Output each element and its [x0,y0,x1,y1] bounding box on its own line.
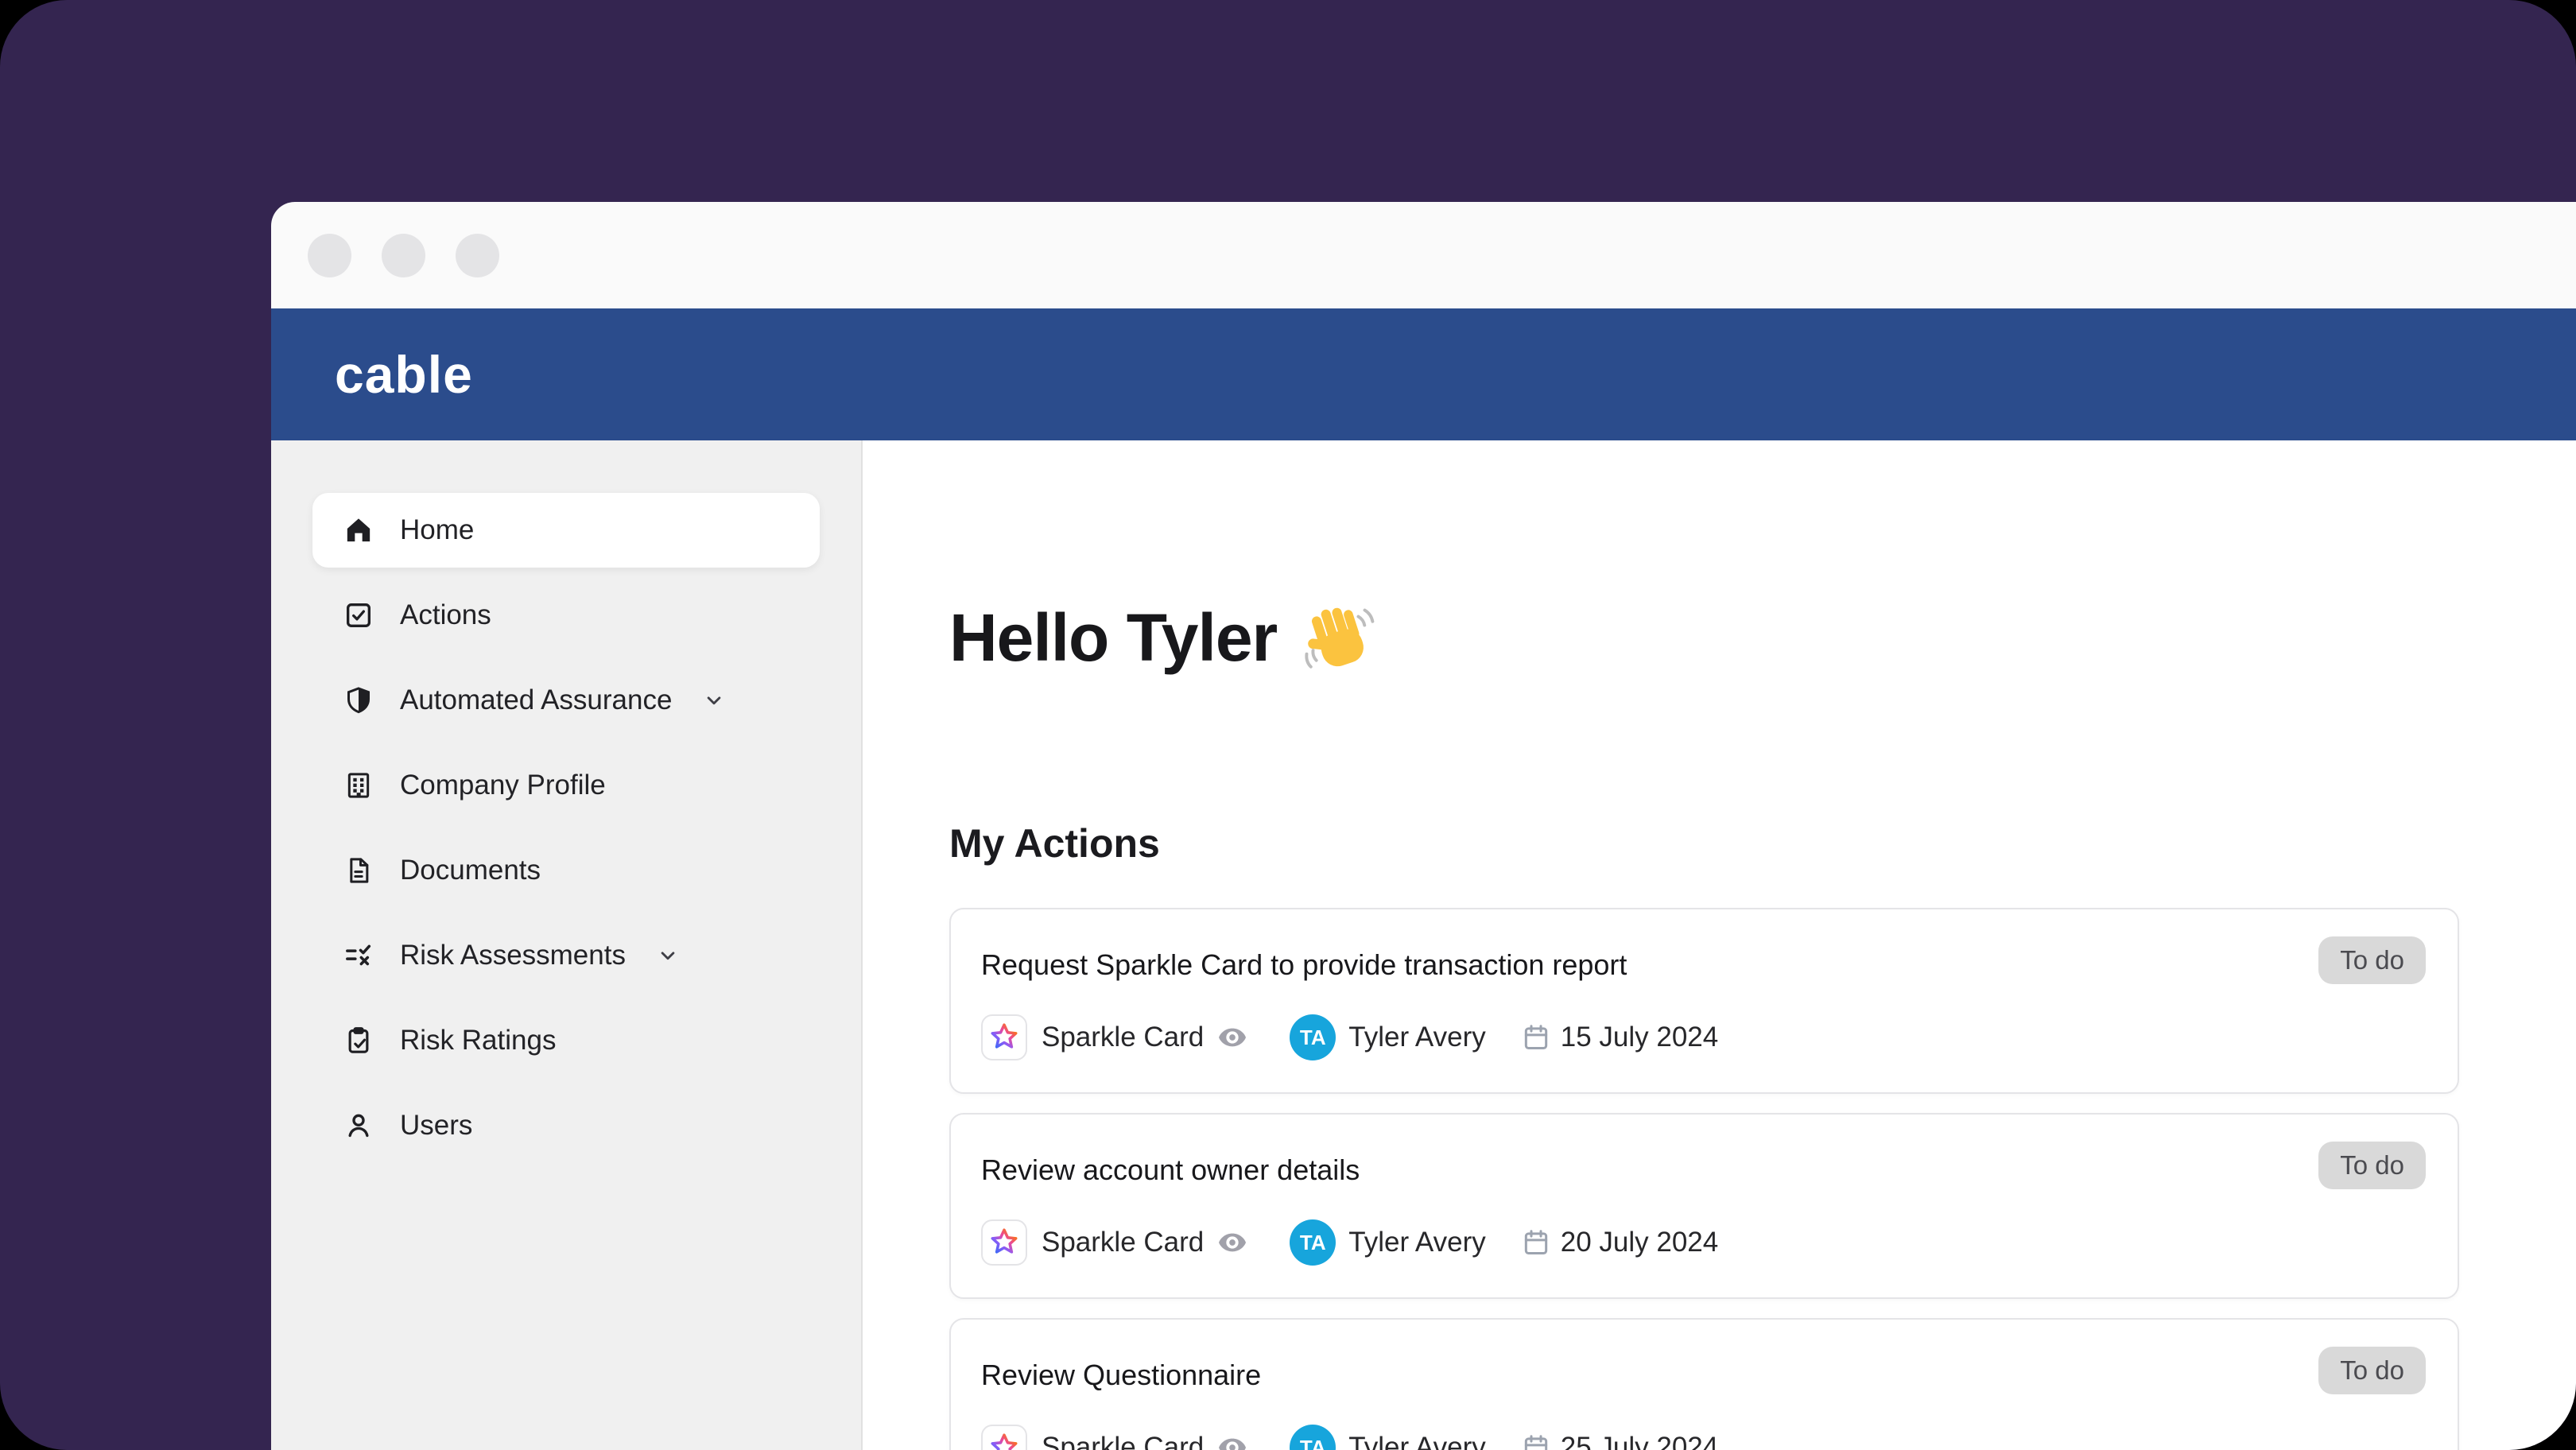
action-card-top: Review account owner details To do [981,1142,2426,1190]
sidebar-item-label: Actions [400,599,491,630]
eye-icon[interactable] [1216,1227,1248,1258]
avatar: TA [1290,1014,1336,1061]
risk-list-icon [343,940,374,971]
due-date: 20 July 2024 [1560,1227,1719,1258]
app-header: cable [271,308,2576,440]
sidebar-item-label: Company Profile [400,770,606,801]
company-name: Sparkle Card [1042,1432,1205,1450]
sidebar-item-label: Automated Assurance [400,684,673,715]
status-badge: To do [2318,1347,2426,1395]
action-title: Review account owner details [981,1153,1360,1187]
document-icon [343,855,374,886]
avatar: TA [1290,1425,1336,1450]
action-card-meta: Sparkle Card TA Tyler Avery [981,1425,2426,1450]
eye-icon[interactable] [1216,1432,1248,1450]
traffic-light-minimize[interactable] [382,233,425,277]
action-card-meta: Sparkle Card TA Tyler Avery [981,1219,2426,1266]
sidebar-item-label: Documents [400,855,541,886]
my-actions-title: My Actions [949,821,1160,867]
company-logo [981,1219,1027,1266]
company-name: Sparkle Card [1042,1227,1205,1258]
sidebar-item-automated-assurance[interactable]: Automated Assurance [312,663,820,738]
sidebar-item-label: Risk Ratings [400,1025,557,1056]
action-card-meta: Sparkle Card TA Tyler Avery [981,1014,2426,1061]
clipboard-check-icon [343,1025,374,1056]
company-logo [981,1425,1027,1450]
eye-icon[interactable] [1216,1022,1248,1053]
assignee-name: Tyler Avery [1348,1432,1486,1450]
checkbox-icon [343,599,374,631]
window-titlebar [271,202,2576,308]
action-card[interactable]: Request Sparkle Card to provide transact… [949,908,2459,1095]
sidebar-item-risk-assessments[interactable]: Risk Assessments [312,918,820,993]
action-title: Request Sparkle Card to provide transact… [981,948,1627,982]
shield-icon [343,684,374,716]
sidebar-item-home[interactable]: Home [312,493,820,568]
greeting-text: Hello Tyler [949,600,1278,676]
traffic-light-close[interactable] [308,233,351,277]
action-card[interactable]: Review account owner details To do [949,1113,2459,1300]
sidebar-item-company-profile[interactable]: Company Profile [312,748,820,823]
page-title: Hello Tyler [949,601,2576,674]
due-date: 25 July 2024 [1560,1432,1719,1450]
sidebar-item-documents[interactable]: Documents [312,833,820,908]
sidebar: Home Actions Automated Assurance Company… [271,440,863,1450]
chevron-down-icon [656,944,680,967]
calendar-icon [1521,1022,1551,1053]
avatar: TA [1290,1219,1336,1266]
calendar-icon [1521,1227,1551,1258]
assignee-name: Tyler Avery [1348,1227,1486,1258]
sidebar-item-risk-ratings[interactable]: Risk Ratings [312,1003,820,1078]
cable-logo[interactable]: cable [335,345,473,404]
sidebar-item-actions[interactable]: Actions [312,578,820,653]
main-content: Hello Tyler [863,440,2576,1450]
user-icon [343,1110,374,1142]
browser-window: cable Home Actions Automated Assurance [271,202,2576,1450]
action-title: Review Questionnaire [981,1359,1262,1392]
app-body: Home Actions Automated Assurance Company… [271,440,2576,1450]
sidebar-item-label: Users [400,1110,473,1141]
home-icon [343,514,374,546]
calendar-icon [1521,1433,1551,1450]
waving-hand-icon [1305,607,1375,669]
traffic-light-maximize[interactable] [456,233,499,277]
due-date: 15 July 2024 [1560,1022,1719,1053]
chevron-down-icon [702,688,726,712]
sidebar-item-label: Risk Assessments [400,940,626,971]
sidebar-item-users[interactable]: Users [312,1088,820,1163]
action-card-top: Request Sparkle Card to provide transact… [981,936,2426,985]
status-badge: To do [2318,1142,2426,1190]
action-card-list: Request Sparkle Card to provide transact… [949,908,2459,1450]
status-badge: To do [2318,936,2426,985]
building-icon [343,770,374,801]
company-logo [981,1014,1027,1061]
sidebar-item-label: Home [400,514,475,545]
company-name: Sparkle Card [1042,1022,1205,1053]
assignee-name: Tyler Avery [1348,1022,1486,1053]
action-card-top: Review Questionnaire To do [981,1347,2426,1395]
action-card[interactable]: Review Questionnaire To do [949,1318,2459,1450]
